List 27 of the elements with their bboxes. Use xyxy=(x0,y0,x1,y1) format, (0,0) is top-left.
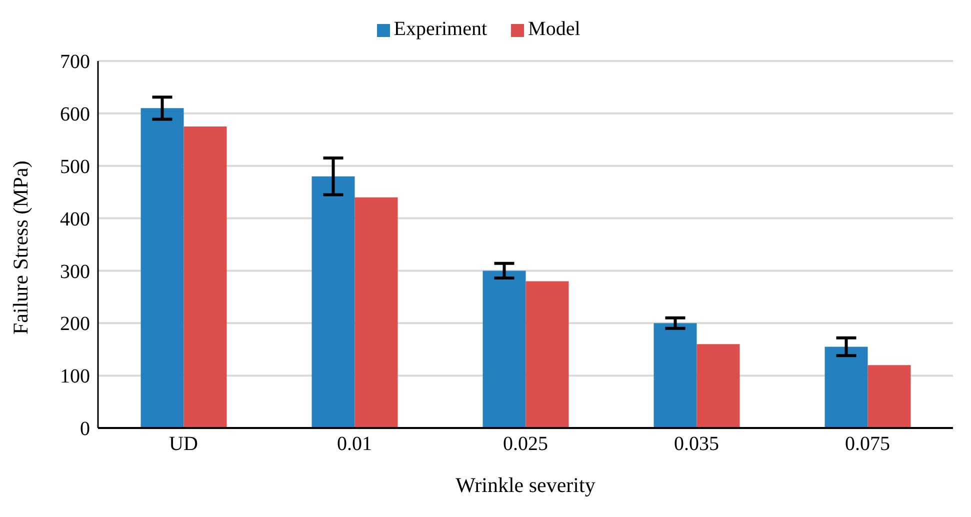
y-tick-label: 600 xyxy=(60,104,90,126)
bar xyxy=(184,126,227,428)
x-tick-label: 0.025 xyxy=(503,433,548,456)
bar xyxy=(868,365,911,428)
legend-label: Experiment xyxy=(394,18,488,40)
bar xyxy=(696,344,740,428)
bar xyxy=(312,176,355,428)
y-tick-label: 200 xyxy=(60,313,90,336)
bar xyxy=(354,197,398,428)
y-axis-title: Failure Stress (MPa) xyxy=(8,160,32,334)
y-tick-label: 0 xyxy=(80,418,90,440)
x-axis-title: Wrinkle severity xyxy=(456,473,596,497)
y-tick-label: 100 xyxy=(60,366,90,388)
x-tick-label: 0.035 xyxy=(674,433,719,456)
bar xyxy=(526,281,569,428)
x-tick-label: 0.01 xyxy=(337,433,372,456)
y-tick-label: 400 xyxy=(60,208,90,230)
x-tick-label: 0.075 xyxy=(845,433,890,456)
y-tick-label: 500 xyxy=(60,156,90,178)
x-tick-label: UD xyxy=(169,433,198,456)
bar xyxy=(654,323,697,428)
bar xyxy=(482,270,526,428)
bar xyxy=(140,108,184,428)
legend-label: Model xyxy=(528,18,580,40)
bar xyxy=(824,346,868,428)
y-tick-label: 300 xyxy=(60,260,90,283)
y-tick-label: 700 xyxy=(60,51,90,74)
